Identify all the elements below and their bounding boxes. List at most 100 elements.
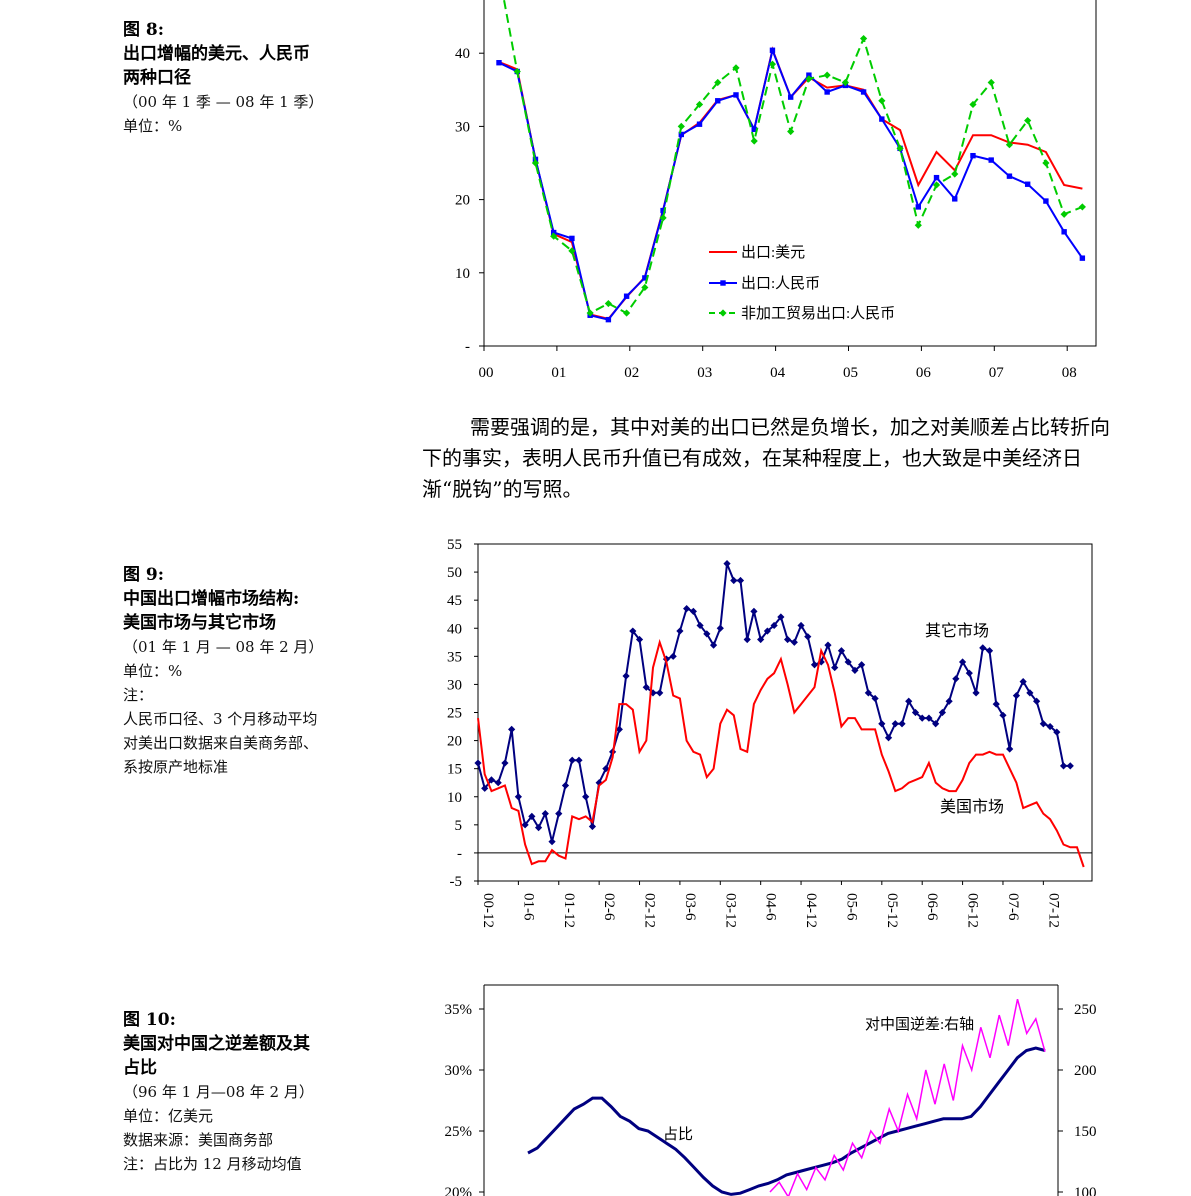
fig9-point bbox=[676, 627, 684, 635]
fig10-ytick-right-label: 200 bbox=[1074, 1063, 1097, 1079]
fig9-point bbox=[474, 759, 482, 767]
fig9-point bbox=[723, 560, 731, 568]
fig8-point bbox=[933, 174, 940, 181]
fig9-xtick-label: 01-6 bbox=[520, 893, 536, 921]
fig9-point bbox=[992, 700, 1000, 708]
fig8-point bbox=[969, 100, 977, 109]
fig8-point bbox=[1024, 116, 1032, 125]
fig9-ytick-label: - bbox=[457, 846, 462, 862]
fig9-point bbox=[750, 607, 758, 615]
fig8-point bbox=[805, 75, 813, 83]
fig9-point bbox=[1059, 762, 1068, 770]
fig8-point bbox=[642, 275, 648, 281]
fig9-point bbox=[534, 824, 543, 832]
fig9-point bbox=[925, 714, 933, 722]
fig8-legend-label: 出口:人民币 bbox=[741, 275, 820, 292]
fig8-point bbox=[660, 207, 666, 214]
fig8-point bbox=[1024, 181, 1031, 187]
fig8-point bbox=[1006, 173, 1013, 179]
fig10-source: 数据来源：美国商务部 bbox=[123, 1131, 274, 1149]
fig9-point bbox=[824, 641, 832, 649]
fig9-ytick-label: 30 bbox=[447, 677, 462, 693]
fig8-point bbox=[678, 131, 684, 138]
fig8-ytick-label: 40 bbox=[455, 46, 470, 62]
fig9-note-line1: 人民币口径、3 个月移动平均 bbox=[123, 710, 318, 728]
fig9-ytick-label: 45 bbox=[447, 593, 462, 609]
fig10-ytick-left-label: 25% bbox=[445, 1124, 473, 1140]
fig8-point bbox=[879, 116, 885, 122]
fig10-annotation-deficit: 对中国逆差:右轴 bbox=[865, 1016, 974, 1033]
fig9-point bbox=[945, 697, 953, 705]
fig8-xtick-label: 05 bbox=[843, 365, 858, 381]
fig8-point bbox=[1079, 255, 1086, 261]
fig9-point bbox=[770, 621, 778, 630]
fig9-point bbox=[730, 576, 738, 585]
fig9-point bbox=[743, 635, 751, 644]
fig9-point bbox=[555, 810, 563, 818]
fig9-series-line-1 bbox=[477, 638, 1085, 868]
fig9-point bbox=[763, 627, 772, 635]
fig9-point bbox=[918, 714, 926, 722]
fig9-point bbox=[582, 793, 590, 801]
fig10-title-line1: 美国对中国之逆差额及其 bbox=[123, 1034, 310, 1054]
fig9-point bbox=[858, 661, 866, 669]
fig8-title-line2: 两种口径 bbox=[123, 68, 191, 88]
fig9-point bbox=[1033, 697, 1041, 705]
fig8-point bbox=[768, 60, 777, 68]
fig8-ytick-label: 10 bbox=[455, 266, 470, 282]
fig8-frame bbox=[483, 0, 1097, 347]
fig9-ytick-label: 20 bbox=[447, 734, 462, 750]
fig10-ytick-left-label: 30% bbox=[445, 1063, 473, 1079]
fig9-point bbox=[521, 821, 529, 829]
fig8-point bbox=[659, 214, 667, 222]
fig8-xtick-label: 03 bbox=[697, 365, 712, 381]
fig9-point bbox=[716, 624, 724, 632]
fig8-point bbox=[696, 121, 703, 127]
fig8-chart: - 10 20 30 40 00 01 02 03 04 05 06 07 08 出口:美元出口:人民币非加… bbox=[455, 0, 1097, 381]
fig9-point bbox=[514, 793, 522, 801]
fig9-point bbox=[905, 697, 913, 705]
fig9-point bbox=[851, 666, 859, 674]
fig9-point bbox=[501, 759, 509, 767]
fig9-point bbox=[783, 635, 792, 644]
fig9-unit: 单位：% bbox=[123, 662, 183, 680]
fig9-point bbox=[837, 647, 846, 655]
fig9-point bbox=[938, 708, 946, 717]
fig9-point bbox=[804, 633, 812, 641]
fig9-point bbox=[736, 576, 745, 585]
fig8-point bbox=[1005, 141, 1014, 149]
fig9-annotation-us: 美国市场 bbox=[940, 798, 1004, 816]
fig8-point bbox=[914, 221, 922, 229]
fig9-point bbox=[932, 720, 940, 728]
fig8-legend-label: 出口:美元 bbox=[741, 244, 805, 261]
fig9-caption: 图 9: 中国出口增幅市场结构: 美国市场与其它市场 （01 年 1 月 — 0… bbox=[123, 563, 323, 779]
fig9-point bbox=[810, 661, 819, 669]
fig8-point bbox=[987, 78, 995, 87]
fig8-point bbox=[733, 92, 739, 98]
fig9-point bbox=[1066, 762, 1074, 770]
fig9-point bbox=[911, 708, 920, 717]
fig9-ytick-label: 15 bbox=[447, 762, 462, 778]
fig8-point bbox=[732, 64, 740, 72]
fig10-annotation-share: 占比 bbox=[663, 1126, 693, 1143]
fig8-point bbox=[841, 78, 849, 87]
fig9-point bbox=[1026, 689, 1034, 697]
fig9-ytick-label: 40 bbox=[447, 621, 462, 637]
fig9-xtick-label: 06-12 bbox=[965, 893, 981, 928]
fig9-xtick-label: 00-12 bbox=[480, 893, 496, 928]
fig8-plot bbox=[496, 0, 1086, 323]
fig9-ytick-label: 50 bbox=[447, 565, 462, 581]
fig9-point bbox=[487, 776, 496, 784]
fig9-point bbox=[575, 756, 583, 764]
fig8-legend-marker bbox=[719, 309, 727, 317]
fig8-point bbox=[970, 152, 976, 159]
fig8-title-line1: 出口增幅的美元、人民币 bbox=[123, 44, 310, 64]
fig9-point bbox=[952, 675, 960, 683]
fig9-point bbox=[568, 756, 576, 764]
fig9-point bbox=[878, 720, 886, 728]
fig9-point bbox=[481, 784, 489, 792]
fig8-point bbox=[952, 196, 958, 202]
fig9-point bbox=[588, 822, 597, 831]
